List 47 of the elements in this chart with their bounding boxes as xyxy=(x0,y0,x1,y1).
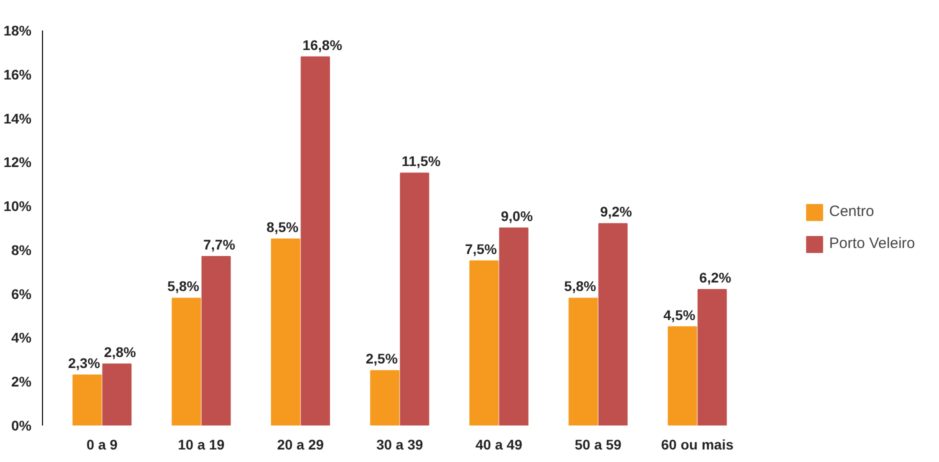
y-tick-label: 16% xyxy=(3,66,32,82)
x-tick-label: 10 a 19 xyxy=(178,436,225,452)
data-label: 11,5% xyxy=(402,153,442,170)
data-label: 9,0% xyxy=(500,208,534,224)
legend-label: Centro xyxy=(829,203,874,220)
bar xyxy=(400,172,430,426)
data-label: 7,7% xyxy=(203,236,236,253)
y-tick-label: 12% xyxy=(3,154,32,170)
data-label: 2,5% xyxy=(366,350,398,367)
bar xyxy=(201,256,231,426)
data-label: 2,8% xyxy=(104,344,136,360)
y-tick-label: 4% xyxy=(11,330,32,346)
data-label: 4,5% xyxy=(663,306,696,323)
bar xyxy=(102,364,132,426)
data-label: 9,2% xyxy=(600,204,633,220)
x-tick-label: 60 ou mais xyxy=(661,436,734,452)
bar xyxy=(270,238,300,426)
y-tick-label: 6% xyxy=(11,286,32,302)
y-tick-label: 8% xyxy=(11,242,32,258)
data-label: 6,2% xyxy=(699,269,732,286)
bar xyxy=(568,298,598,426)
x-tick-label: 20 a 29 xyxy=(277,436,324,452)
bar xyxy=(499,228,528,426)
bar xyxy=(72,374,102,426)
y-tick-label: 0% xyxy=(11,418,32,434)
data-label: 7,5% xyxy=(464,240,498,257)
x-tick-label: 0 a 9 xyxy=(86,436,118,452)
data-label: 16,8% xyxy=(302,36,343,53)
data-label: 5,8% xyxy=(167,278,200,294)
data-label: 2,3% xyxy=(68,355,101,372)
bar xyxy=(370,370,400,426)
bar xyxy=(598,223,628,426)
bar xyxy=(668,326,698,426)
y-tick-label: 18% xyxy=(3,22,32,38)
legend-label: Porto Veleiro xyxy=(829,235,915,252)
bar xyxy=(172,298,201,426)
x-tick-label: 30 a 39 xyxy=(376,436,424,452)
data-label: 5,8% xyxy=(564,278,597,294)
bar xyxy=(698,288,727,426)
data-label: 8,5% xyxy=(266,218,300,235)
bar xyxy=(469,260,499,426)
x-tick-label: 50 a 59 xyxy=(574,436,622,452)
y-tick-label: 2% xyxy=(11,374,32,390)
bar xyxy=(300,56,330,426)
y-tick-label: 14% xyxy=(3,110,32,126)
x-tick-label: 40 a 49 xyxy=(476,436,522,452)
y-tick-label: 10% xyxy=(3,198,32,214)
